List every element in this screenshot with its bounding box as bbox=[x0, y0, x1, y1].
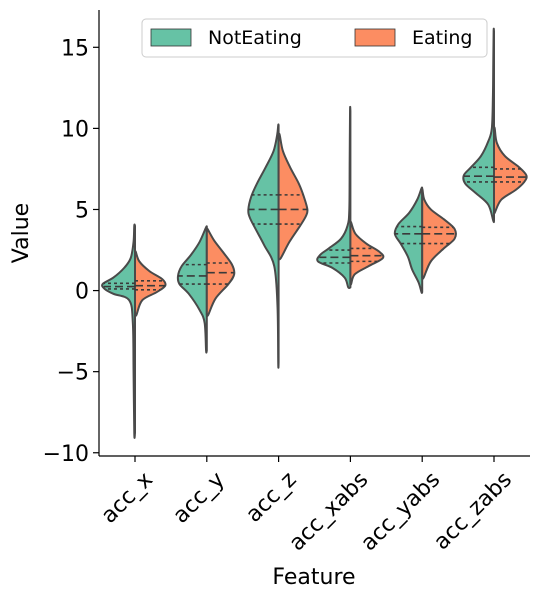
violin-half-eating-acc-xabs bbox=[349, 220, 385, 286]
y-tick-label: 0 bbox=[75, 280, 89, 305]
legend-label-noteating: NotEating bbox=[208, 27, 302, 49]
violin-half-noteating-acc-z bbox=[247, 123, 280, 369]
y-tick-label: 10 bbox=[61, 117, 89, 142]
x-tick-label: acc_yabs bbox=[356, 467, 445, 556]
violins-layer bbox=[101, 27, 528, 439]
violin-half-noteating-acc-y bbox=[176, 225, 208, 354]
y-ticks: −10 −5 0 5 10 15 bbox=[43, 36, 99, 467]
legend: NotEating Eating bbox=[141, 18, 488, 58]
violin-half-noteating-acc-yabs bbox=[393, 186, 424, 294]
legend-swatch-eating bbox=[354, 28, 396, 47]
x-tick-label: acc_zabs bbox=[429, 467, 517, 555]
y-tick-label: 15 bbox=[61, 36, 89, 61]
violin-half-noteating-acc-x bbox=[101, 223, 136, 439]
legend-label-eating: Eating bbox=[412, 27, 472, 49]
x-tick-label: acc_z bbox=[241, 467, 301, 527]
y-tick-label: 5 bbox=[75, 198, 89, 223]
violin-half-noteating-acc-zabs bbox=[462, 27, 495, 224]
x-tick-label: acc_x bbox=[97, 467, 158, 528]
x-tick-label: acc_y bbox=[168, 467, 229, 528]
legend-frame bbox=[141, 18, 488, 58]
violin-half-noteating-acc-xabs bbox=[316, 105, 352, 290]
y-axis-label: Value bbox=[9, 203, 34, 263]
x-axis-label: Feature bbox=[272, 565, 355, 590]
legend-swatch-noteating bbox=[150, 28, 192, 47]
quartile-lines-layer bbox=[103, 166, 526, 291]
violin-half-eating-acc-z bbox=[277, 132, 309, 261]
y-tick-label: −5 bbox=[57, 361, 89, 386]
y-tick-label: −10 bbox=[43, 442, 89, 467]
violin-half-eating-acc-x bbox=[134, 249, 167, 317]
violin-half-eating-acc-zabs bbox=[492, 126, 528, 215]
